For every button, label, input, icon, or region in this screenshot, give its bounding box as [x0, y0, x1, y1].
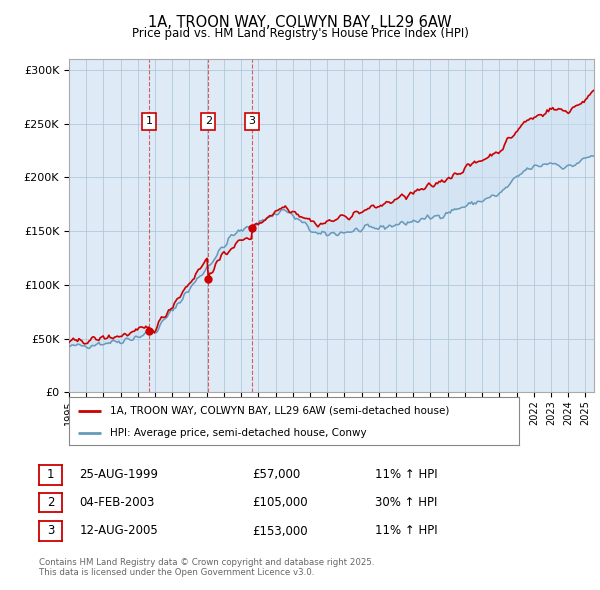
Text: 11% ↑ HPI: 11% ↑ HPI [375, 525, 437, 537]
Text: 12-AUG-2005: 12-AUG-2005 [79, 525, 158, 537]
Text: £57,000: £57,000 [252, 468, 300, 481]
Text: 04-FEB-2003: 04-FEB-2003 [79, 496, 155, 509]
Text: 1A, TROON WAY, COLWYN BAY, LL29 6AW (semi-detached house): 1A, TROON WAY, COLWYN BAY, LL29 6AW (sem… [110, 405, 449, 415]
Text: 1: 1 [146, 116, 152, 126]
Text: 30% ↑ HPI: 30% ↑ HPI [375, 496, 437, 509]
Text: HPI: Average price, semi-detached house, Conwy: HPI: Average price, semi-detached house,… [110, 428, 366, 438]
Text: £105,000: £105,000 [252, 496, 308, 509]
Text: 1: 1 [47, 468, 54, 481]
Text: 11% ↑ HPI: 11% ↑ HPI [375, 468, 437, 481]
Text: 1A, TROON WAY, COLWYN BAY, LL29 6AW: 1A, TROON WAY, COLWYN BAY, LL29 6AW [148, 15, 452, 30]
Text: 2: 2 [205, 116, 212, 126]
Text: 2: 2 [47, 496, 54, 509]
Text: Price paid vs. HM Land Registry's House Price Index (HPI): Price paid vs. HM Land Registry's House … [131, 27, 469, 40]
Text: 3: 3 [47, 525, 54, 537]
Text: 3: 3 [248, 116, 255, 126]
Text: £153,000: £153,000 [252, 525, 308, 537]
Text: 25-AUG-1999: 25-AUG-1999 [79, 468, 158, 481]
Text: Contains HM Land Registry data © Crown copyright and database right 2025.
This d: Contains HM Land Registry data © Crown c… [39, 558, 374, 577]
